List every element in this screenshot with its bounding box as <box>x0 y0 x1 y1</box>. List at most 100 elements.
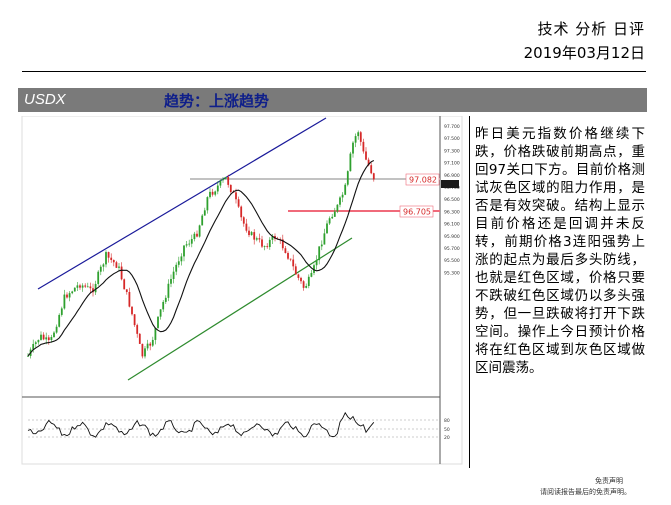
candle-body <box>266 246 269 248</box>
axis-tick-label: 95.900 <box>444 234 460 240</box>
candle-body <box>37 339 40 343</box>
candle-body <box>193 233 196 240</box>
candle-body <box>242 217 245 224</box>
axis-tick-label: 95.700 <box>444 246 460 252</box>
candle-body <box>229 184 232 193</box>
axis-tick-label: 97.300 <box>444 148 460 154</box>
candle-body <box>151 339 154 346</box>
candle-body <box>248 230 250 236</box>
candle-body <box>188 243 191 245</box>
candle-body <box>45 337 48 340</box>
candle-body <box>141 343 144 357</box>
candle-body <box>99 266 102 272</box>
axis-tick-label: 97.700 <box>444 124 460 130</box>
candle-body <box>198 225 201 237</box>
axis-tick-label: 96.300 <box>444 209 460 215</box>
candle-body <box>365 151 367 160</box>
candle-body <box>367 159 370 166</box>
candle-body <box>222 179 224 181</box>
support-trendline <box>127 237 353 381</box>
trend-label: 趋势：上涨趋势 <box>164 92 270 110</box>
candle-body <box>263 246 266 247</box>
candle-body <box>102 264 105 267</box>
candle-body <box>144 348 146 357</box>
candle-body <box>284 248 287 254</box>
candle-body <box>146 343 149 349</box>
candle-body <box>157 316 159 328</box>
ticker-label: USDX <box>24 91 66 108</box>
candle-body <box>346 171 349 185</box>
candle-body <box>47 337 50 341</box>
axis-tick-label: 96.500 <box>444 197 460 203</box>
candle-body <box>34 342 37 344</box>
candle-body <box>60 308 63 315</box>
candle-body <box>190 239 193 244</box>
candle-body <box>58 314 61 327</box>
axis-ticks: 97.70097.50097.30097.10096.90096.70096.5… <box>444 124 460 441</box>
red-zone-price-label: 96.705 <box>403 208 431 217</box>
candle-body <box>271 235 274 240</box>
candle-body <box>354 136 357 143</box>
candle-body <box>315 260 318 266</box>
candle-body <box>307 276 310 286</box>
candle-body <box>97 271 100 284</box>
candlesticks <box>27 130 375 359</box>
candle-body <box>196 233 198 237</box>
candle-body <box>172 271 175 279</box>
axis-tick-label: 95.500 <box>444 258 460 264</box>
candle-body <box>149 343 152 346</box>
candle-body <box>302 281 305 288</box>
candle-body <box>313 265 315 273</box>
candle-body <box>235 192 237 200</box>
candle-body <box>123 279 126 290</box>
candle-body <box>339 197 341 205</box>
chart-frame <box>21 116 463 465</box>
candle-body <box>177 261 180 265</box>
disclaimer-text: 请阅读报告最后的免责声明。 <box>540 488 631 496</box>
candle-body <box>120 266 123 280</box>
candle-body <box>268 239 271 248</box>
candle-body <box>305 285 308 288</box>
candle-body <box>237 199 240 207</box>
candle-body <box>159 309 162 317</box>
disclaimer-title: 免责声明 <box>595 477 623 485</box>
candle-body <box>63 294 66 309</box>
candle-body <box>331 216 334 219</box>
candle-body <box>32 343 35 350</box>
price-chart: 97.70097.50097.30097.10096.90096.70096.5… <box>21 116 463 465</box>
candle-body <box>92 288 94 293</box>
candle-body <box>333 211 336 217</box>
candle-body <box>214 191 217 195</box>
candle-body <box>203 210 206 216</box>
candle-body <box>68 293 71 298</box>
candle-body <box>240 206 243 218</box>
candle-body <box>73 287 76 292</box>
candle-body <box>110 257 113 260</box>
candle-body <box>183 245 185 257</box>
candle-body <box>118 266 120 268</box>
candle-body <box>76 285 79 288</box>
candle-body <box>281 239 284 249</box>
report-title: 技术 分析 日评 <box>537 20 645 38</box>
candle-body <box>344 184 347 195</box>
candle-body <box>79 285 81 288</box>
candle-body <box>216 185 219 192</box>
candle-body <box>258 238 261 240</box>
candle-body <box>50 337 53 341</box>
candle-body <box>66 294 68 298</box>
candle-body <box>107 252 110 258</box>
title-banner: USDX 趋势：上涨趋势 <box>18 88 647 112</box>
candle-body <box>206 197 209 211</box>
candle-body <box>292 259 295 267</box>
candle-body <box>349 153 352 172</box>
candle-body <box>372 173 375 180</box>
candle-body <box>125 289 128 292</box>
candle-body <box>323 233 326 245</box>
oscillator-line <box>27 411 375 438</box>
candle-body <box>224 177 227 180</box>
gray-zone-price-box <box>405 173 440 186</box>
panel-divider <box>469 116 470 468</box>
axis-tick-label: 97.100 <box>444 161 460 167</box>
candle-body <box>297 274 300 278</box>
moving-average-line <box>27 160 375 357</box>
